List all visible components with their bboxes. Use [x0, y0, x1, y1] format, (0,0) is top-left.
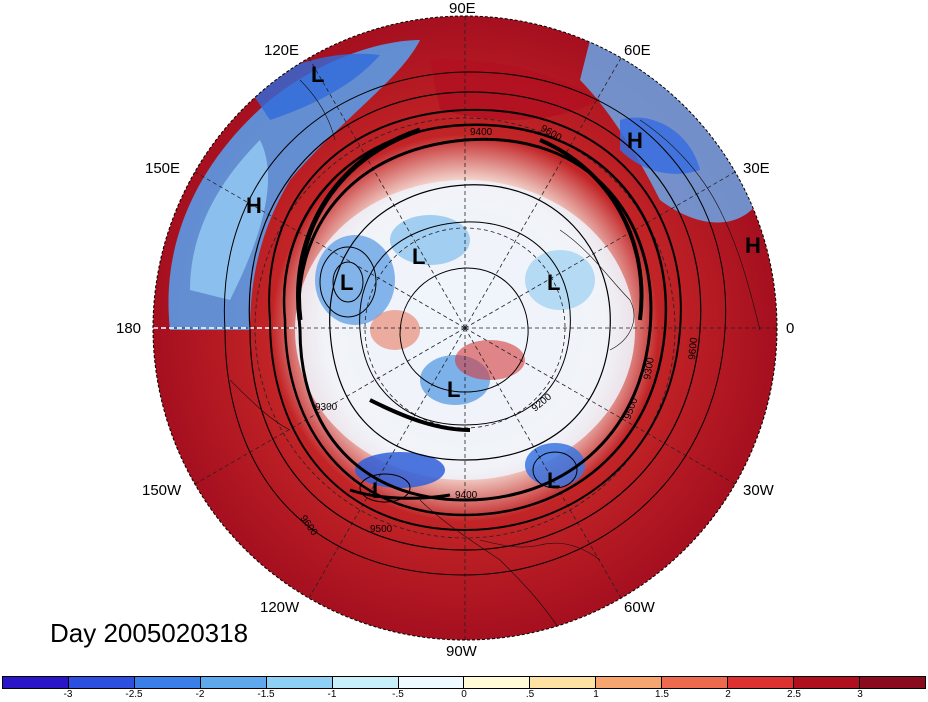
colorbar-swatch [332, 677, 399, 688]
pressure-label: L [547, 468, 560, 493]
lon-label-60e: 60E [624, 42, 651, 59]
colorbar-tick-label: 2 [725, 689, 731, 700]
lon-label-150e: 150E [145, 160, 181, 177]
pressure-label: H [745, 233, 761, 258]
colorbar-tick-label: -2 [195, 689, 205, 700]
colorbar-swatch [3, 677, 69, 688]
map-boundary [152, 15, 778, 641]
pressure-systems: L H H H L L L L L L [246, 62, 761, 503]
graticule [153, 16, 777, 640]
height-contours [223, 71, 727, 576]
pressure-label: L [372, 478, 385, 503]
lon-label-30e: 30E [743, 160, 770, 177]
contour-label: 9300 [315, 402, 338, 413]
lon-label-0: 0 [786, 320, 795, 337]
contour-label: 9600 [687, 337, 700, 361]
pressure-label: L [547, 270, 560, 295]
colorbar-tick-label: -1.5 [257, 689, 275, 700]
colorbar-swatch [68, 677, 135, 688]
pressure-label: H [627, 128, 643, 153]
colorbar-tick-label: 1 [593, 689, 599, 700]
lon-label-120e: 120E [264, 42, 300, 59]
colorbar-tick-label: 0 [461, 689, 467, 700]
lon-label-120w: 120W [260, 599, 300, 616]
colorbar-swatch [859, 677, 925, 688]
colorbar-swatch [794, 677, 860, 688]
colorbar-swatch [266, 677, 333, 688]
coastlines [229, 79, 761, 631]
colorbar-ticks: -3 -2.5 -2 -1.5 -1 -.5 0 .5 1 1.5 2 2.5 3 [2, 689, 926, 702]
lon-label-180: 180 [116, 320, 142, 337]
colorbar-tick-label: 3 [857, 689, 863, 700]
contour-label: 9500 [370, 524, 393, 535]
colorbar-swatch [398, 677, 465, 688]
colorbar-tick-label: -2.5 [125, 689, 143, 700]
colorbar-swatch [728, 677, 795, 688]
colorbar-tick-label: -.5 [392, 689, 404, 700]
lon-label-60w: 60W [624, 599, 655, 616]
colorbar-swatch [530, 677, 597, 688]
colorbar-tick-label: -3 [63, 689, 73, 700]
colorbar-tick-label: 2.5 [787, 689, 801, 700]
colorbar-tick-label: -1 [327, 689, 337, 700]
colorbar-swatch [134, 677, 201, 688]
contour-label: 9400 [455, 490, 478, 501]
lon-label-30w: 30W [743, 482, 774, 499]
lon-label-90e: 90E [449, 0, 476, 17]
pressure-label: L [340, 270, 353, 295]
colorbar [2, 676, 926, 689]
lon-label-150w: 150W [142, 482, 182, 499]
colorbar-swatch [200, 677, 267, 688]
contour-label: 9300 [642, 356, 657, 380]
colorbar-swatch [662, 677, 729, 688]
colorbar-swatch [596, 677, 663, 688]
lon-label-90w: 90W [446, 643, 477, 660]
contour-label: 9400 [470, 127, 493, 138]
pressure-label: L [311, 62, 324, 87]
pressure-label: L [412, 244, 425, 269]
pressure-label: L [447, 377, 460, 402]
colorbar-tick-label: .5 [525, 689, 535, 700]
pressure-label: H [246, 193, 262, 218]
colorbar-tick-label: 1.5 [655, 689, 669, 700]
colorbar-swatch [464, 677, 531, 688]
date-title: Day 2005020318 [50, 618, 249, 648]
